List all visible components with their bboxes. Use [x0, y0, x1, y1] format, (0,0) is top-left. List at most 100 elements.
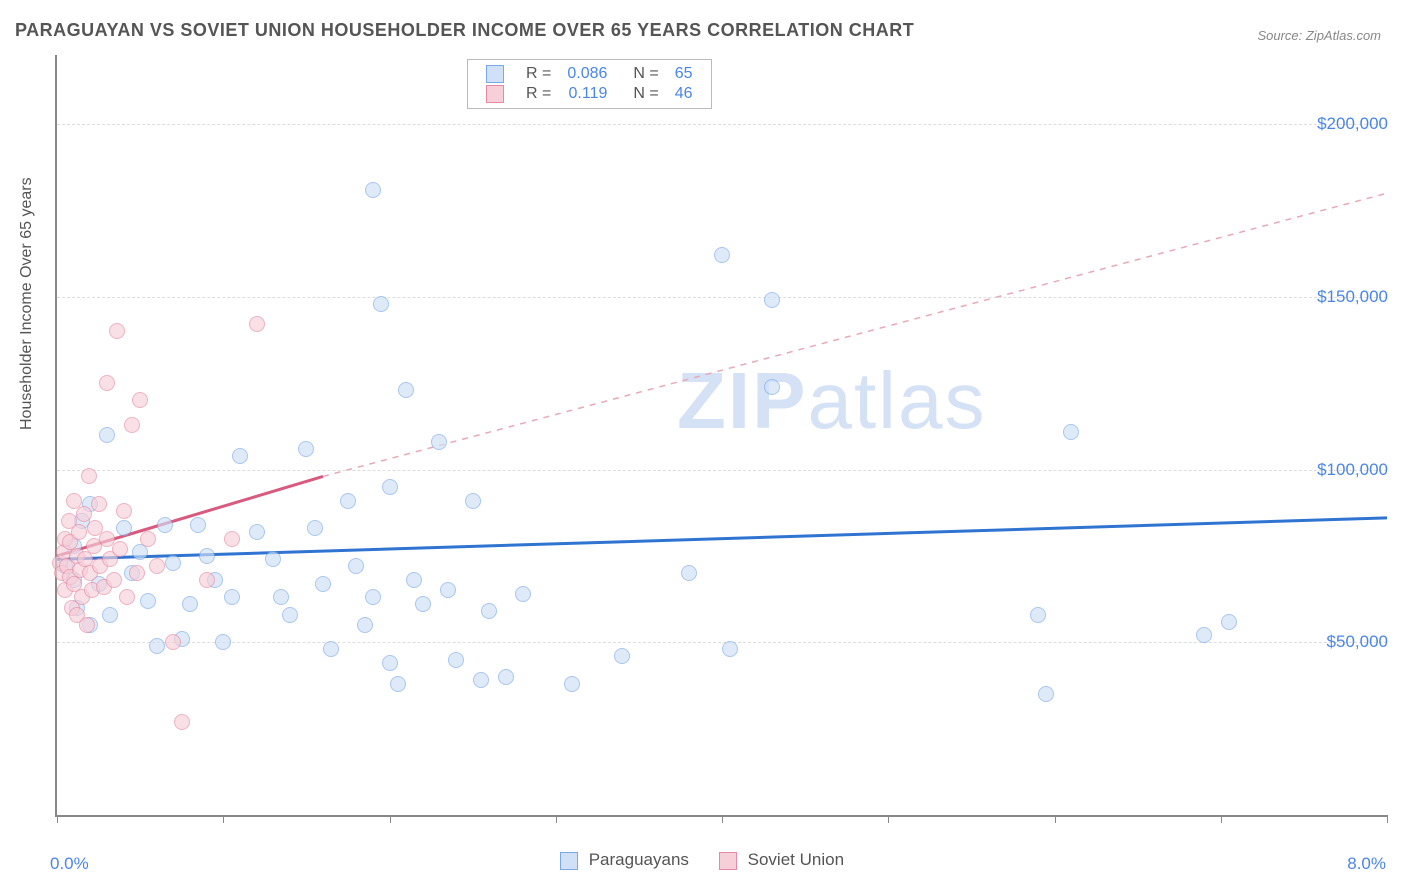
data-point: [91, 496, 107, 512]
chart-title: PARAGUAYAN VS SOVIET UNION HOUSEHOLDER I…: [15, 20, 914, 41]
gridline: [57, 642, 1387, 643]
data-point: [498, 669, 514, 685]
data-point: [614, 648, 630, 664]
data-point: [348, 558, 364, 574]
data-point: [157, 517, 173, 533]
y-tick-label: $200,000: [1317, 114, 1388, 134]
data-point: [273, 589, 289, 605]
x-tick: [556, 815, 557, 823]
legend-item: Soviet Union: [719, 850, 844, 869]
data-point: [398, 382, 414, 398]
data-point: [365, 182, 381, 198]
data-point: [340, 493, 356, 509]
data-point: [149, 558, 165, 574]
x-tick: [1055, 815, 1056, 823]
data-point: [116, 520, 132, 536]
legend-stat-row: R =0.086N =65: [478, 64, 701, 84]
data-point: [1221, 614, 1237, 630]
data-point: [440, 582, 456, 598]
data-point: [71, 524, 87, 540]
x-tick: [223, 815, 224, 823]
chart-container: PARAGUAYAN VS SOVIET UNION HOUSEHOLDER I…: [0, 0, 1406, 892]
data-point: [481, 603, 497, 619]
data-point: [357, 617, 373, 633]
data-point: [224, 589, 240, 605]
data-point: [199, 572, 215, 588]
data-point: [232, 448, 248, 464]
data-point: [116, 503, 132, 519]
legend-item: Paraguayans: [560, 850, 689, 869]
y-tick-label: $100,000: [1317, 460, 1388, 480]
data-point: [102, 607, 118, 623]
plot-area: ZIPatlas R =0.086N =65R =0.119N =46: [55, 55, 1387, 817]
data-point: [119, 589, 135, 605]
data-point: [298, 441, 314, 457]
data-point: [112, 541, 128, 557]
data-point: [323, 641, 339, 657]
legend-stats: R =0.086N =65R =0.119N =46: [467, 59, 712, 109]
data-point: [81, 468, 97, 484]
data-point: [132, 392, 148, 408]
data-point: [382, 655, 398, 671]
data-point: [365, 589, 381, 605]
data-point: [764, 292, 780, 308]
data-point: [373, 296, 389, 312]
data-point: [174, 714, 190, 730]
gridline: [57, 124, 1387, 125]
data-point: [714, 247, 730, 263]
data-point: [106, 572, 122, 588]
data-point: [249, 316, 265, 332]
data-point: [764, 379, 780, 395]
data-point: [681, 565, 697, 581]
x-tick: [722, 815, 723, 823]
data-point: [415, 596, 431, 612]
data-point: [215, 634, 231, 650]
legend-stat-row: R =0.119N =46: [478, 84, 701, 104]
data-point: [515, 586, 531, 602]
data-point: [1030, 607, 1046, 623]
data-point: [315, 576, 331, 592]
x-tick: [888, 815, 889, 823]
data-point: [124, 417, 140, 433]
data-point: [1196, 627, 1212, 643]
data-point: [190, 517, 206, 533]
data-point: [149, 638, 165, 654]
data-point: [265, 551, 281, 567]
y-axis-label: Householder Income Over 65 years: [18, 177, 36, 430]
data-point: [1063, 424, 1079, 440]
data-point: [282, 607, 298, 623]
data-point: [249, 524, 265, 540]
data-point: [564, 676, 580, 692]
y-tick-label: $50,000: [1327, 632, 1388, 652]
x-tick: [1221, 815, 1222, 823]
data-point: [382, 479, 398, 495]
gridline: [57, 297, 1387, 298]
source-label: Source: ZipAtlas.com: [1257, 28, 1381, 43]
data-point: [99, 427, 115, 443]
data-point: [406, 572, 422, 588]
data-point: [165, 634, 181, 650]
x-tick: [1387, 815, 1388, 823]
data-point: [140, 531, 156, 547]
regression-lines: [57, 55, 1387, 815]
data-point: [129, 565, 145, 581]
data-point: [473, 672, 489, 688]
data-point: [431, 434, 447, 450]
data-point: [109, 323, 125, 339]
data-point: [448, 652, 464, 668]
x-tick: [57, 815, 58, 823]
data-point: [390, 676, 406, 692]
data-point: [224, 531, 240, 547]
x-tick-label: 0.0%: [50, 854, 89, 874]
data-point: [1038, 686, 1054, 702]
data-point: [132, 544, 148, 560]
data-point: [99, 375, 115, 391]
data-point: [76, 506, 92, 522]
x-tick: [390, 815, 391, 823]
data-point: [182, 596, 198, 612]
legend-series: Paraguayans Soviet Union: [560, 850, 874, 870]
data-point: [722, 641, 738, 657]
data-point: [465, 493, 481, 509]
y-tick-label: $150,000: [1317, 287, 1388, 307]
data-point: [307, 520, 323, 536]
